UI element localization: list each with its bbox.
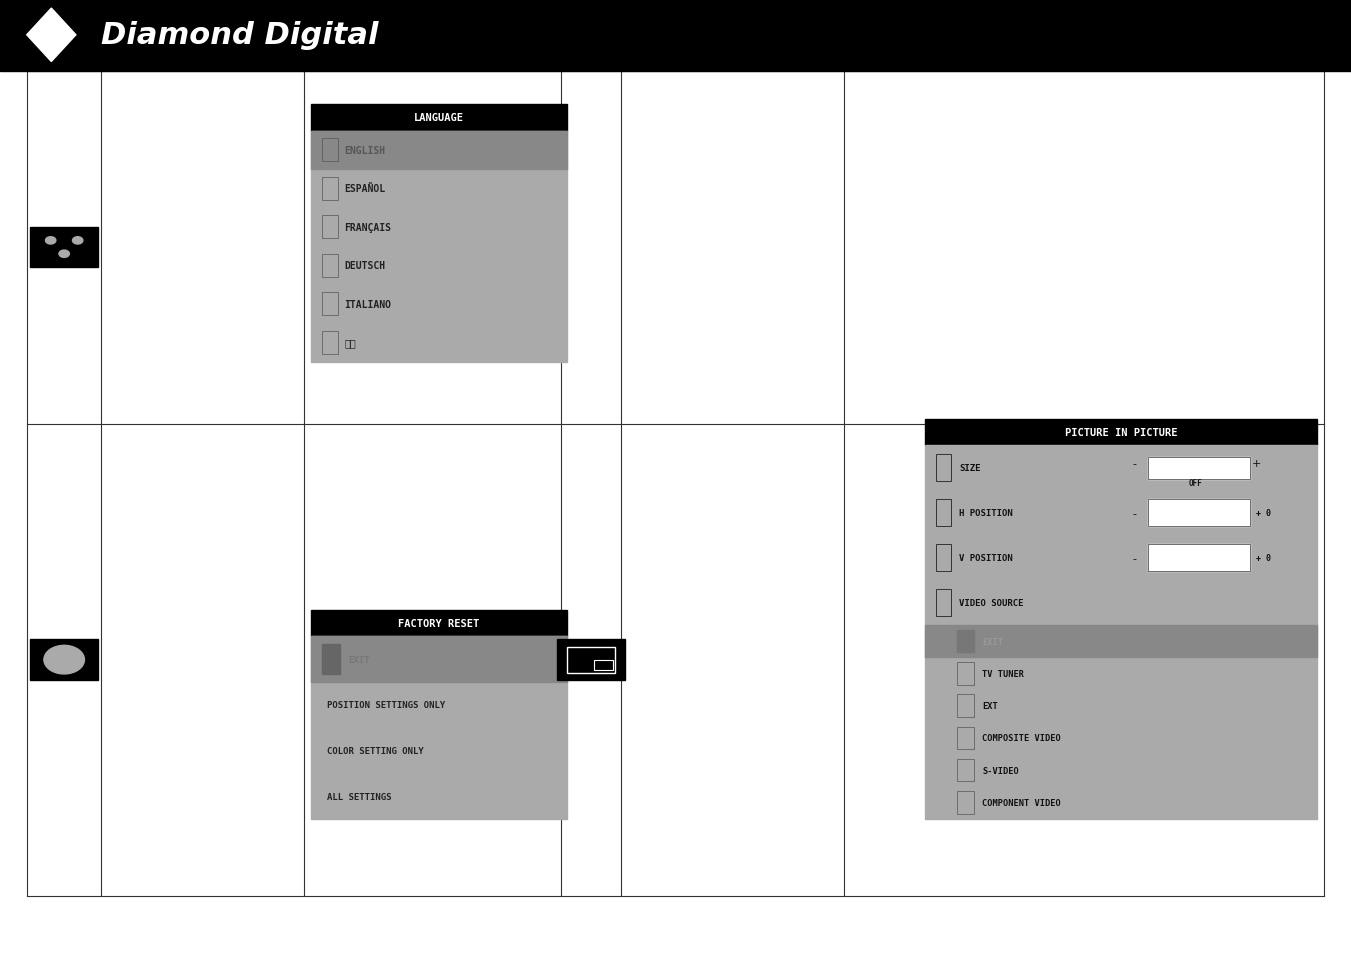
Bar [322, 139, 338, 162]
Text: + 0: + 0 [1256, 554, 1271, 562]
Bar [1148, 499, 1250, 527]
Bar [322, 332, 338, 355]
Text: SIZE: SIZE [959, 464, 981, 473]
Bar [30, 639, 97, 680]
Text: EXIT: EXIT [349, 655, 370, 664]
Text: COMPOSITE VIDEO: COMPOSITE VIDEO [982, 734, 1061, 742]
Text: +: + [1252, 459, 1260, 469]
Text: -: - [1133, 459, 1136, 469]
Text: -: - [1133, 553, 1136, 563]
Bar [936, 455, 951, 482]
Bar [311, 610, 567, 637]
Bar [957, 727, 974, 749]
Text: S-VIDEO: S-VIDEO [982, 766, 1019, 775]
Text: ALL SETTINGS: ALL SETTINGS [327, 792, 392, 801]
Bar [311, 105, 567, 132]
Text: H POSITION: H POSITION [959, 509, 1013, 517]
Text: EXT: EXT [982, 701, 998, 710]
Bar [1148, 457, 1250, 479]
Bar [322, 216, 338, 239]
Bar [311, 132, 567, 170]
Text: EXIT: EXIT [982, 637, 1004, 646]
Text: LANGUAGE: LANGUAGE [413, 113, 465, 123]
Bar [311, 132, 567, 362]
Bar [322, 644, 340, 675]
Circle shape [46, 237, 55, 245]
Bar [557, 639, 624, 680]
Text: V POSITION: V POSITION [959, 554, 1013, 562]
Text: DEUTSCH: DEUTSCH [345, 261, 385, 271]
Bar [936, 499, 951, 527]
Bar [0, 0, 1351, 71]
Text: -: - [1133, 508, 1136, 518]
Bar [957, 695, 974, 718]
Text: PICTURE IN PICTURE: PICTURE IN PICTURE [1065, 428, 1178, 437]
Bar [936, 590, 951, 617]
Bar [925, 446, 1317, 820]
Polygon shape [27, 10, 76, 63]
Circle shape [43, 646, 84, 675]
Text: FRANÇAIS: FRANÇAIS [345, 223, 392, 233]
Bar [957, 791, 974, 814]
Bar [925, 625, 1317, 658]
Text: VIDEO SOURCE: VIDEO SOURCE [959, 598, 1024, 607]
Bar [594, 659, 613, 671]
Text: POSITION SETTINGS ONLY: POSITION SETTINGS ONLY [327, 700, 446, 710]
Text: ITALIANO: ITALIANO [345, 299, 392, 310]
Bar [311, 637, 567, 820]
Bar [1148, 544, 1250, 572]
Bar [1148, 457, 1250, 479]
Bar [925, 419, 1317, 446]
Bar [322, 177, 338, 201]
Circle shape [73, 237, 82, 245]
Text: COLOR SETTING ONLY: COLOR SETTING ONLY [327, 746, 424, 756]
Text: Diamond Digital: Diamond Digital [101, 21, 378, 51]
Bar [322, 293, 338, 316]
Text: OFF: OFF [1189, 478, 1202, 487]
Text: FACTORY RESET: FACTORY RESET [399, 618, 480, 628]
Circle shape [59, 251, 69, 258]
Bar [567, 647, 615, 673]
Text: ESPAÑOL: ESPAÑOL [345, 184, 385, 194]
Bar [1148, 544, 1250, 572]
Bar [957, 630, 974, 653]
Bar [957, 759, 974, 781]
Text: TV TUNER: TV TUNER [982, 669, 1024, 679]
Bar [30, 228, 97, 268]
Text: ENGLISH: ENGLISH [345, 146, 385, 155]
Bar [311, 637, 567, 682]
Text: COMPONENT VIDEO: COMPONENT VIDEO [982, 798, 1061, 807]
Bar [322, 254, 338, 277]
Text: 中文: 中文 [345, 338, 357, 348]
Text: + 0: + 0 [1256, 509, 1271, 517]
Bar [957, 662, 974, 685]
Bar [936, 544, 951, 572]
Bar [1148, 499, 1250, 527]
